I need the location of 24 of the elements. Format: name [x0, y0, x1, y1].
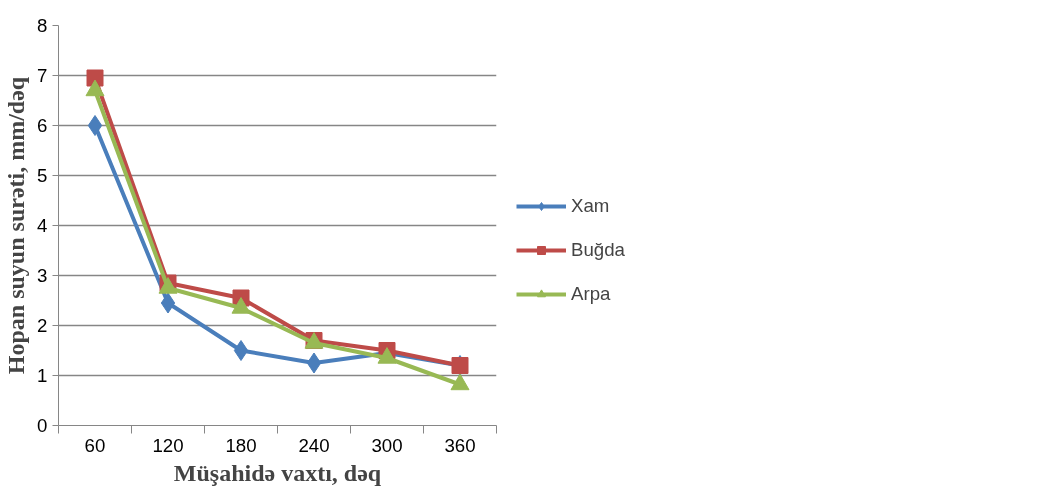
y-tick-label: 4	[37, 215, 48, 236]
point	[160, 292, 176, 314]
point	[233, 340, 249, 361]
x-tick-label: 60	[84, 434, 106, 456]
y-tick-label: 8	[37, 15, 48, 36]
y-tick-label: 6	[37, 115, 48, 136]
y-axis-title: Hopan suyun surəti, mm/dəq	[3, 76, 30, 375]
legend-label: Xam	[571, 195, 610, 217]
point	[87, 115, 103, 136]
x-tick-label: 240	[298, 434, 330, 456]
y-tick-label: 5	[37, 165, 48, 186]
y-tick-label: 3	[37, 265, 48, 286]
x-tick-label: 120	[152, 434, 184, 456]
legend-label: Arpa	[571, 283, 611, 305]
y-tick-label: 2	[37, 315, 48, 336]
x-tick-label: 300	[371, 434, 403, 456]
x-tick-label: 360	[444, 434, 476, 456]
point	[306, 352, 322, 374]
y-tick-label: 0	[37, 415, 48, 436]
y-tick-label: 1	[37, 365, 48, 386]
y-tick-label: 7	[37, 65, 48, 86]
x-axis-title: Müşahidə vaxtı, dəq	[173, 459, 382, 486]
legend-label: Buğda	[571, 239, 625, 261]
x-tick-label: 180	[225, 434, 257, 456]
